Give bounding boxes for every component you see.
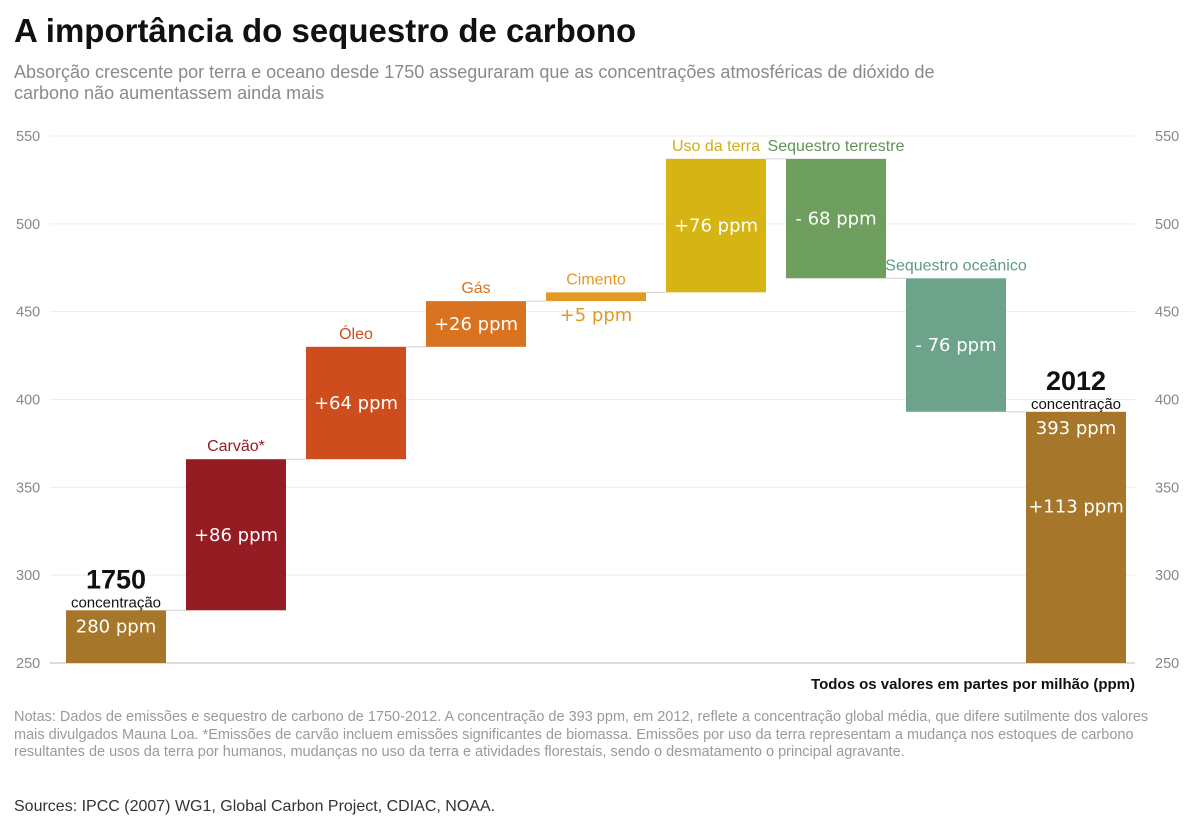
y-tick-label-right: 300 <box>1155 568 1179 584</box>
waterfall-chart: 250 250 300 300 350 350 400 400 450 450 500 500 550 5… <box>16 129 1179 672</box>
value-label: - 68 ppm <box>795 209 876 230</box>
bar-7 <box>906 278 1006 412</box>
bar-1 <box>186 459 286 611</box>
y-tick-label-left: 400 <box>16 393 40 409</box>
unit-note: Todos os valores em partes por milhão (p… <box>811 676 1135 693</box>
value-label-secondary: +113 ppm <box>1028 497 1124 518</box>
value-label: +64 ppm <box>314 393 398 414</box>
y-tick-label-right: 250 <box>1155 656 1179 672</box>
concentration-label: concentração <box>1031 396 1121 413</box>
value-label: +86 ppm <box>194 525 278 546</box>
y-tick-label-left: 500 <box>16 217 40 233</box>
y-tick-label-left: 250 <box>16 656 40 672</box>
y-tick-label-left: 450 <box>16 305 40 321</box>
y-tick-label-left: 300 <box>16 568 40 584</box>
notes: Notas: Dados de emissões e sequestro de … <box>14 709 1149 760</box>
category-label: Gás <box>461 280 490 297</box>
value-label: 280 ppm <box>76 616 156 637</box>
category-label: Óleo <box>339 324 373 343</box>
value-label: - 76 ppm <box>915 335 996 356</box>
bar-6 <box>786 158 886 279</box>
concentration-label: concentração <box>71 594 161 611</box>
year-label: 2012 <box>1046 366 1106 396</box>
bar-0 <box>66 610 166 663</box>
y-tick-label-right: 400 <box>1155 393 1179 409</box>
axis-ticks: 250 250 300 300 350 350 400 400 450 450 500 500 550 5… <box>16 129 1179 672</box>
chart-title: A importância do sequestro de carbono <box>14 12 637 49</box>
connectors <box>166 158 1026 611</box>
y-tick-label-left: 550 <box>16 129 40 145</box>
sources: Sources: IPCC (2007) WG1, Global Carbon … <box>14 798 496 815</box>
year-label: 1750 <box>86 564 146 594</box>
y-tick-label-left: 350 <box>16 480 40 496</box>
category-label: Sequestro terrestre <box>768 138 905 155</box>
y-tick-label-right: 550 <box>1155 129 1179 145</box>
value-label: +76 ppm <box>674 216 758 237</box>
value-label: 393 ppm <box>1036 418 1116 439</box>
bar-4 <box>546 292 646 302</box>
category-label: Carvão* <box>207 438 265 455</box>
value-label: +26 ppm <box>434 314 518 335</box>
y-tick-label-right: 450 <box>1155 305 1179 321</box>
bars <box>66 158 1126 663</box>
category-label: Sequestro oceânico <box>885 257 1027 274</box>
category-label: Uso da terra <box>672 138 760 155</box>
bar-5 <box>666 158 766 293</box>
value-label: +5 ppm <box>560 305 633 326</box>
bar-8 <box>1026 411 1126 663</box>
chart-subtitle: Absorção crescente por terra e oceano de… <box>14 62 935 103</box>
category-label: Cimento <box>566 271 626 288</box>
bar-2 <box>306 346 406 460</box>
y-tick-label-right: 350 <box>1155 480 1179 496</box>
y-tick-label-right: 500 <box>1155 217 1179 233</box>
bar-3 <box>426 301 526 347</box>
